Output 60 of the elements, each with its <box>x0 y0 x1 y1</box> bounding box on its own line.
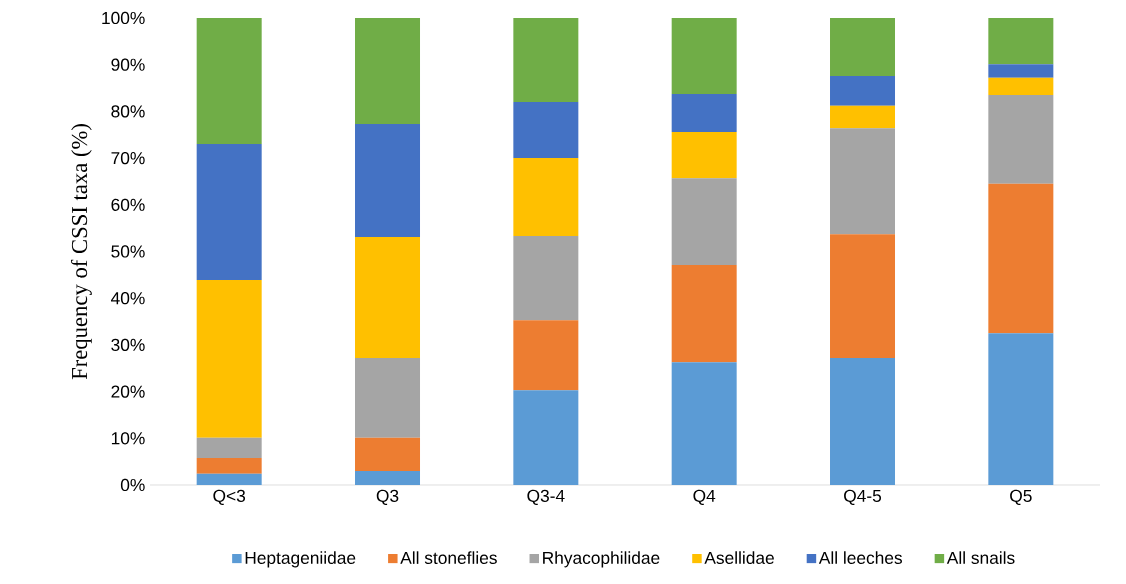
bar <box>513 320 579 391</box>
y-tick-label: 30% <box>111 338 145 352</box>
bar <box>830 75 896 106</box>
bar <box>830 234 896 358</box>
x-tick-label: Q4 <box>693 489 716 506</box>
bar <box>830 128 896 235</box>
bar <box>671 17 737 95</box>
bar <box>988 95 1054 184</box>
bar <box>988 183 1054 334</box>
bar <box>196 457 262 474</box>
bar <box>196 279 262 438</box>
bar <box>671 362 737 485</box>
bar <box>988 77 1054 96</box>
bar <box>513 390 579 485</box>
bar <box>355 124 421 238</box>
bar <box>196 144 262 280</box>
legend-label: Asellidae <box>704 551 774 565</box>
bar <box>355 17 421 124</box>
legend-label: All stoneflies <box>400 551 497 565</box>
bar <box>196 17 262 145</box>
y-tick-label: 20% <box>111 385 145 398</box>
y-tick-label: 70% <box>111 151 145 165</box>
legend-label: Rhyacophilidae <box>543 551 660 568</box>
bar <box>671 131 737 179</box>
bar <box>355 470 421 485</box>
bar <box>513 158 579 237</box>
x-tick-label: Q5 <box>1010 489 1032 506</box>
bar <box>830 357 896 485</box>
bar <box>830 105 896 129</box>
y-tick-label: 40% <box>111 292 145 305</box>
y-tick-label: 80% <box>111 105 145 118</box>
y-tick-label: 50% <box>111 245 145 258</box>
x-tick-label: Q3 <box>376 489 399 506</box>
y-tick-label: 10% <box>111 432 145 445</box>
x-tick-label: Q<3 <box>213 489 246 506</box>
y-tick-label: 100% <box>102 11 145 25</box>
x-tick-label: Q3-4 <box>527 489 565 506</box>
bar <box>355 237 421 358</box>
bar <box>196 473 262 485</box>
y-tick-label: 60% <box>111 198 145 211</box>
bar <box>988 333 1054 485</box>
bar <box>988 17 1054 65</box>
y-axis-title: Frequency of CSSI taxa (%) <box>70 124 92 380</box>
bar <box>671 94 737 132</box>
legend-label: All leeches <box>818 551 903 565</box>
bar <box>671 265 737 363</box>
bar <box>513 236 579 321</box>
bar <box>196 437 262 458</box>
x-tick-label: Q4-5 <box>844 489 882 506</box>
bar <box>513 17 579 103</box>
bar <box>513 102 579 159</box>
y-tick-label: 0% <box>120 478 145 492</box>
bar <box>988 64 1054 78</box>
bar <box>671 178 737 266</box>
legend-label: All snails <box>946 551 1015 565</box>
bar <box>355 357 421 438</box>
y-tick-label: 90% <box>111 58 145 71</box>
bar <box>355 437 421 471</box>
legend-label: Heptageniidae <box>245 551 356 568</box>
bar <box>830 17 896 76</box>
